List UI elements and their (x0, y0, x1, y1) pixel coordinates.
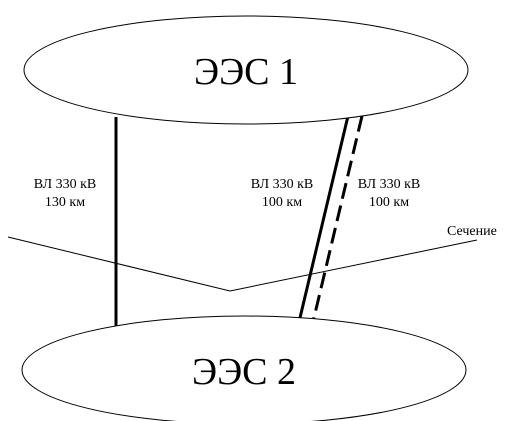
ees1-node (23, 15, 469, 125)
ees2-node (21, 315, 467, 421)
ees1-label: ЭЭС 1 (194, 51, 298, 93)
line3-label-voltage: ВЛ 330 кВ (358, 177, 420, 192)
transmission-line-3 (311, 115, 364, 323)
section-label: Сечение (447, 224, 497, 239)
line2-label-voltage: ВЛ 330 кВ (251, 177, 313, 192)
line1-label-voltage: ВЛ 330 кВ (34, 177, 96, 192)
line1-label-length: 130 км (45, 195, 85, 210)
section-line (7, 236, 478, 292)
line2-label-length: 100 км (262, 195, 302, 210)
line3-label-length: 100 км (369, 195, 409, 210)
transmission-line-2 (297, 115, 350, 323)
ees2-label: ЭЭС 2 (192, 351, 296, 393)
